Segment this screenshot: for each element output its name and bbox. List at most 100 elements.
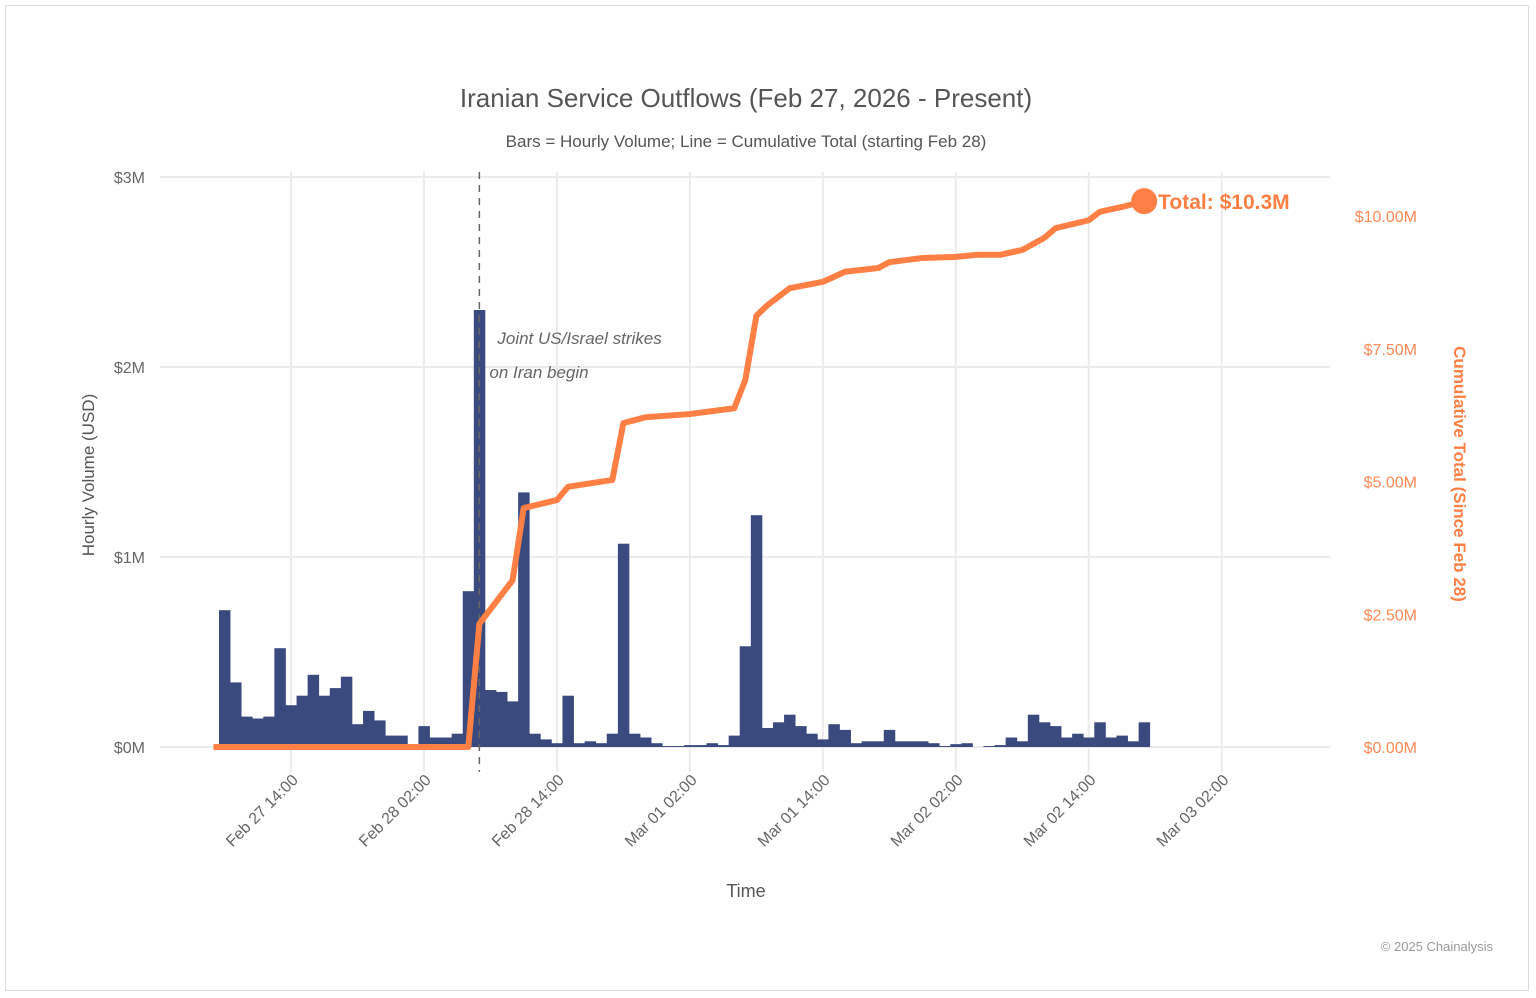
chart-title: Iranian Service Outflows (Feb 27, 2026 -… (460, 83, 1032, 113)
bar (429, 737, 441, 747)
bar (872, 741, 885, 747)
bar (551, 743, 563, 747)
chart-frame (5, 5, 1529, 991)
bar (939, 746, 951, 747)
bar (285, 705, 297, 747)
bar (684, 745, 696, 747)
bar (928, 743, 940, 747)
y-right-tick-label: $10.00M (1355, 209, 1417, 226)
bar (617, 543, 630, 747)
bar (507, 701, 519, 747)
bar (529, 733, 541, 747)
y-tick-label: $3M (114, 170, 145, 187)
bar (1072, 733, 1084, 747)
y-tick-label: $2M (114, 360, 145, 377)
bar (839, 729, 851, 747)
annotation-text-line2: on Iran begin (489, 363, 588, 382)
y-right-tick-label: $5.00M (1364, 475, 1417, 492)
bar (218, 610, 231, 747)
bar (396, 735, 408, 747)
bar (717, 745, 730, 747)
bar (340, 676, 353, 747)
bar (961, 743, 973, 747)
bar (728, 735, 741, 747)
x-axis-label: Time (726, 881, 765, 901)
y-right-tick-label: $7.50M (1364, 342, 1417, 359)
bar (1061, 737, 1073, 747)
x-tick-label: Feb 28 02:00 (356, 772, 435, 851)
x-tick-label: Mar 01 14:00 (755, 772, 834, 851)
bar (750, 515, 763, 747)
bar (418, 726, 430, 747)
cumulative-line (213, 198, 1145, 750)
bar (950, 744, 962, 747)
bar (706, 743, 718, 747)
bar (784, 714, 796, 747)
y-right-tick-label: $2.50M (1364, 607, 1417, 624)
bar (573, 743, 586, 747)
bar (595, 743, 608, 747)
x-tick-label: Mar 01 02:00 (622, 772, 701, 851)
bar (385, 735, 397, 747)
bar (795, 726, 807, 747)
bar (462, 591, 475, 747)
bar (451, 733, 464, 747)
bar (640, 737, 652, 747)
bar (562, 695, 574, 747)
bar (883, 729, 896, 747)
bar (1049, 726, 1062, 747)
bar (318, 695, 331, 747)
x-tick-label: Feb 27 14:00 (223, 772, 302, 851)
y-tick-label: $0M (114, 740, 145, 757)
bar (1038, 722, 1051, 747)
bar (1127, 741, 1140, 747)
copyright: © 2025 Chainalysis (1380, 939, 1493, 954)
bar (296, 695, 309, 747)
bar (994, 745, 1007, 747)
bar (651, 743, 663, 747)
y-right-tick-label: $0.00M (1364, 740, 1417, 757)
bar (905, 741, 918, 747)
bar (307, 674, 320, 747)
bar (1027, 714, 1040, 747)
cumulative-end-marker (1131, 188, 1158, 215)
bar (1105, 737, 1117, 747)
bar (673, 746, 685, 747)
y-axis-right-label: Cumulative Total (Since Feb 28) (1450, 346, 1469, 602)
bar (1116, 735, 1128, 747)
bar (484, 690, 497, 747)
bar (584, 741, 597, 747)
bar (628, 733, 641, 747)
x-tick-label: Feb 28 14:00 (489, 772, 568, 851)
bar (518, 492, 530, 747)
bar (1138, 722, 1151, 747)
bar (263, 716, 275, 747)
bar (241, 716, 253, 747)
bar (761, 728, 774, 747)
bar (230, 682, 242, 747)
bar (739, 646, 752, 747)
y-tick-label: $1M (114, 550, 145, 567)
bar (606, 733, 619, 747)
bar (983, 746, 995, 747)
bar (351, 724, 364, 747)
bar (540, 739, 552, 747)
bar (894, 741, 907, 747)
annotation-text-line1: Joint US/Israel strikes (496, 329, 662, 348)
bar (828, 724, 840, 747)
bar (374, 720, 386, 747)
bar (329, 688, 342, 747)
bar (662, 746, 674, 747)
bar (252, 718, 264, 747)
bar (1005, 737, 1018, 747)
bar (772, 722, 785, 747)
x-tick-label: Mar 03 02:00 (1154, 772, 1233, 851)
bar (695, 745, 707, 747)
chart-subtitle: Bars = Hourly Volume; Line = Cumulative … (506, 132, 987, 151)
bar (1016, 741, 1029, 747)
bar (806, 733, 818, 747)
x-tick-label: Mar 02 02:00 (888, 772, 967, 851)
bars (218, 310, 1151, 747)
bar (274, 648, 286, 747)
